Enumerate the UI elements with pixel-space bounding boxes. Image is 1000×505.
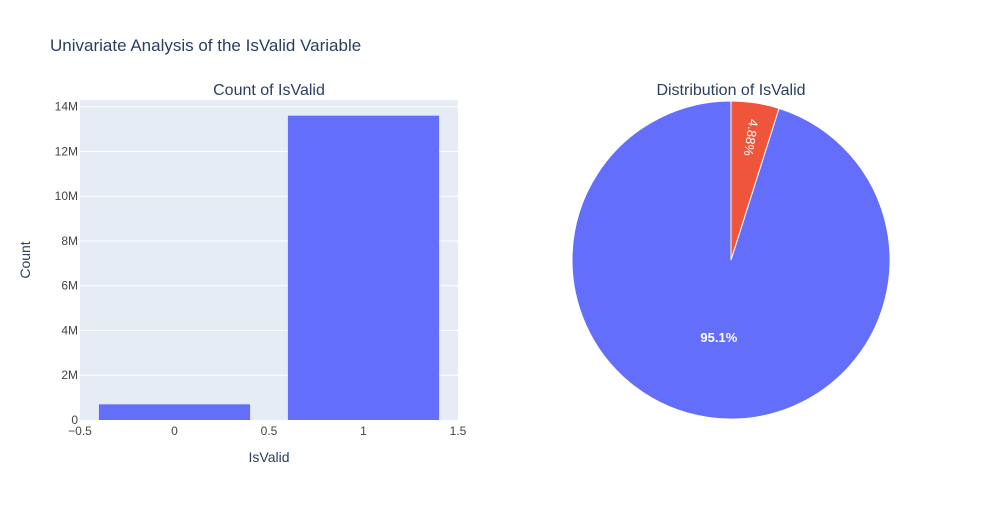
bar-y-tick-label: 12M [55,144,78,158]
pie-labels: 95.1% 4.88% [700,118,761,345]
bar-chart-title: Count of IsValid [213,82,325,99]
pie-chart-title: Distribution of IsValid [656,82,805,99]
bar-x-tick-label: −0.5 [68,424,92,438]
bar-x-tick-label: 0.5 [261,424,278,438]
pie-slice-label: 4.88% [741,118,762,157]
bar-x-tick-label: 1.5 [450,424,467,438]
bar-y-axis-label: Count [17,241,33,278]
bar-y-tick-label: 4M [61,323,78,337]
bar-y-tick-label: 10M [55,189,78,203]
pie-slices [571,100,891,420]
bar-mark [287,115,440,420]
bar-x-tick-label: 0 [171,424,178,438]
bar-y-tick-label: 0 [71,413,78,427]
bar-mark [98,404,251,420]
bar-x-tick-label: 1 [360,424,367,438]
bar-y-tick-label: 14M [55,100,78,114]
bar-y-ticks: 0 2M 4M 6M 8M 10M 12M 14M [55,100,79,427]
figure-title: Univariate Analysis of the IsValid Varia… [50,36,361,55]
bar-y-tick-label: 6M [61,279,78,293]
bar-x-ticks: −0.5 0 0.5 1 1.5 [68,424,467,438]
bar-y-tick-label: 8M [61,234,78,248]
pie-chart: Distribution of IsValid 95.1% 4.88% [571,82,891,420]
pie-slice-label: 95.1% [700,330,737,345]
pie-slice [730,100,780,261]
bar-marks [98,115,440,420]
bar-y-tick-label: 2M [61,368,78,382]
bar-x-axis-label: IsValid [249,449,290,465]
